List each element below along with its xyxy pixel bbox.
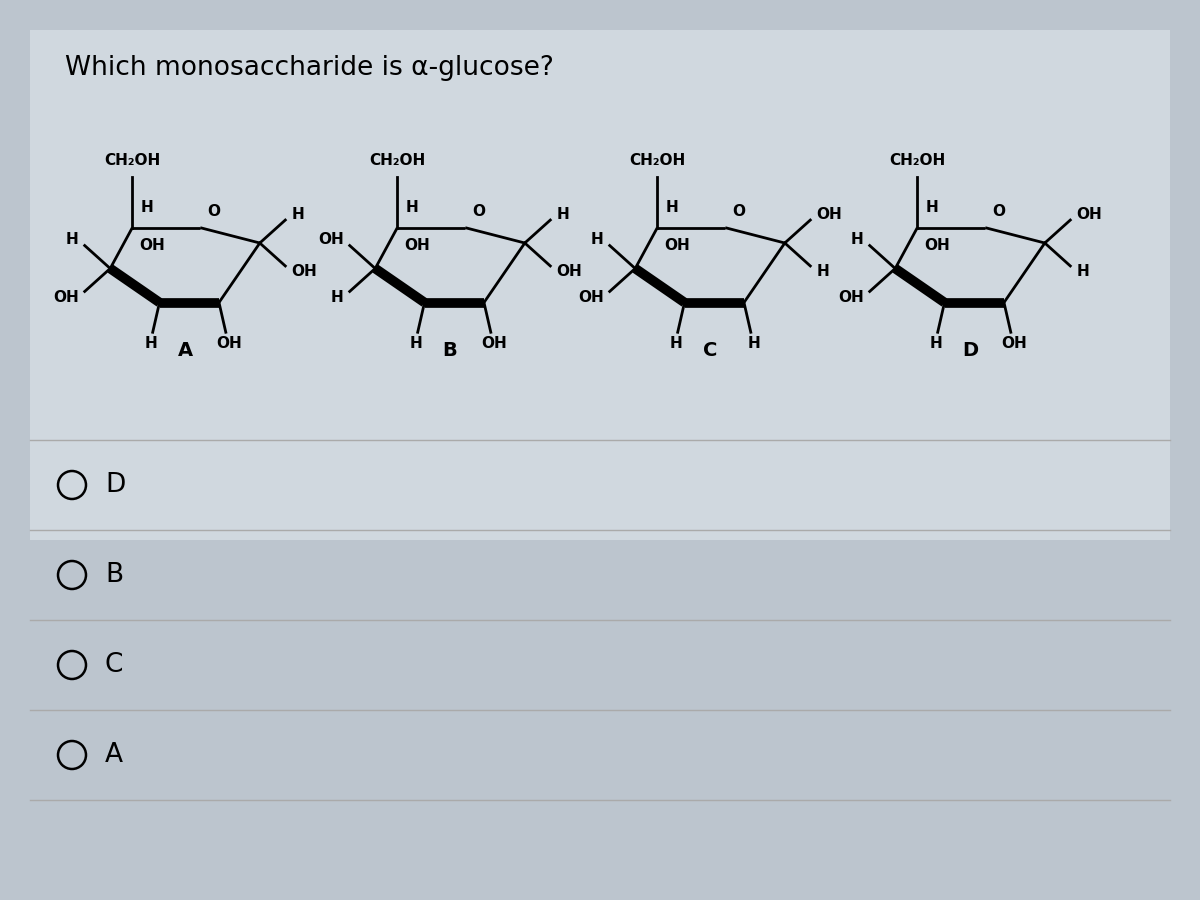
Text: H: H <box>592 232 604 248</box>
Text: H: H <box>816 265 829 279</box>
Text: O: O <box>992 204 1006 220</box>
Text: A: A <box>106 742 124 768</box>
Text: CH₂OH: CH₂OH <box>629 153 685 168</box>
Text: OH: OH <box>53 290 79 305</box>
Text: OH: OH <box>838 290 864 305</box>
Text: B: B <box>443 341 457 360</box>
Text: H: H <box>406 200 419 215</box>
Text: H: H <box>851 232 864 248</box>
Text: OH: OH <box>292 265 317 279</box>
Text: CH₂OH: CH₂OH <box>104 153 161 168</box>
Text: OH: OH <box>816 207 842 221</box>
Text: OH: OH <box>139 238 164 253</box>
Text: OH: OH <box>664 238 690 253</box>
Text: OH: OH <box>481 337 508 352</box>
Text: C: C <box>106 652 124 678</box>
Text: OH: OH <box>318 232 343 248</box>
Text: CH₂OH: CH₂OH <box>370 153 426 168</box>
Text: B: B <box>106 562 124 588</box>
Text: A: A <box>178 341 192 360</box>
Text: H: H <box>926 200 938 215</box>
Text: H: H <box>292 207 304 221</box>
FancyBboxPatch shape <box>30 30 1170 540</box>
Text: H: H <box>666 200 678 215</box>
Text: OH: OH <box>404 238 430 253</box>
Text: OH: OH <box>1001 337 1027 352</box>
Text: H: H <box>66 232 79 248</box>
Text: O: O <box>208 204 220 220</box>
Text: OH: OH <box>578 290 604 305</box>
Text: D: D <box>106 472 125 498</box>
Text: D: D <box>962 341 978 360</box>
Text: H: H <box>670 337 683 352</box>
Text: H: H <box>1076 265 1090 279</box>
Text: H: H <box>557 207 569 221</box>
Text: CH₂OH: CH₂OH <box>889 153 946 168</box>
Text: OH: OH <box>557 265 582 279</box>
Text: H: H <box>145 337 157 352</box>
Text: H: H <box>331 290 343 305</box>
Text: OH: OH <box>216 337 242 352</box>
Text: H: H <box>748 337 761 352</box>
Text: C: C <box>703 341 718 360</box>
Text: H: H <box>409 337 422 352</box>
Text: O: O <box>472 204 485 220</box>
Text: H: H <box>140 200 154 215</box>
Text: H: H <box>930 337 942 352</box>
Text: O: O <box>732 204 745 220</box>
Text: OH: OH <box>924 238 950 253</box>
Text: OH: OH <box>1076 207 1102 221</box>
Text: Which monosaccharide is α-glucose?: Which monosaccharide is α-glucose? <box>65 55 554 81</box>
